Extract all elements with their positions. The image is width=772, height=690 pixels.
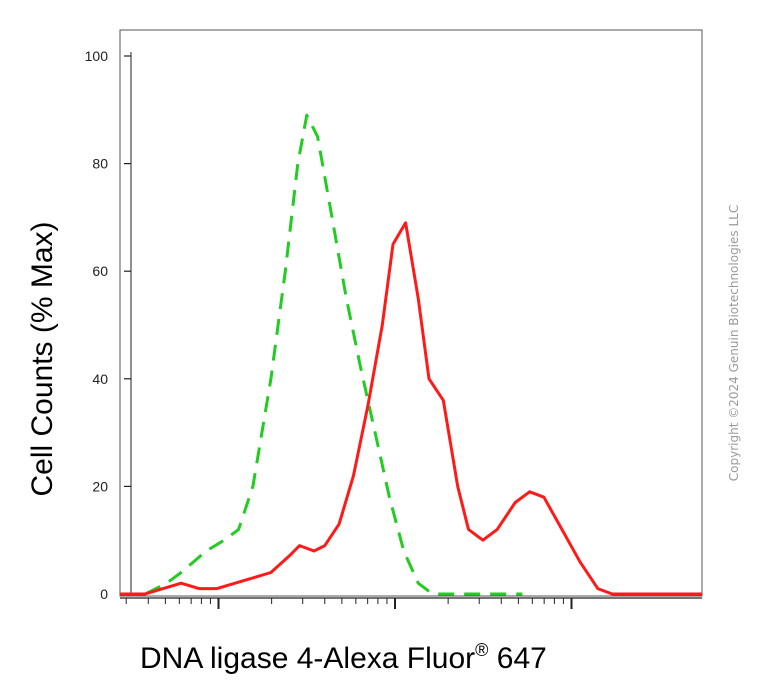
y-tick-label: 0	[100, 586, 108, 602]
y-axis: 0 20 40 60 80 100	[85, 48, 132, 602]
series-dashed-line	[120, 113, 523, 596]
y-tick-label: 100	[85, 48, 109, 64]
x-axis-title-superscript: ®	[475, 640, 488, 660]
series-solid-line	[120, 221, 702, 596]
x-axis	[120, 597, 702, 609]
y-tick-label: 40	[92, 371, 108, 387]
x-axis-title-suffix: 647	[488, 642, 546, 675]
plot-frame	[119, 29, 703, 597]
y-tick-label: 20	[92, 478, 108, 494]
y-axis-title: Cell Counts (% Max)	[26, 221, 59, 496]
copyright-text: Copyright ©2024 Genuin Biotechnologies L…	[727, 205, 741, 481]
x-axis-title: DNA ligase 4-Alexa Fluor® 647	[140, 640, 547, 675]
x-axis-title-main: DNA ligase 4-Alexa Fluor	[140, 642, 475, 675]
y-tick-label: 80	[92, 156, 108, 172]
y-tick-label: 60	[92, 263, 108, 279]
series-layer	[120, 113, 702, 596]
